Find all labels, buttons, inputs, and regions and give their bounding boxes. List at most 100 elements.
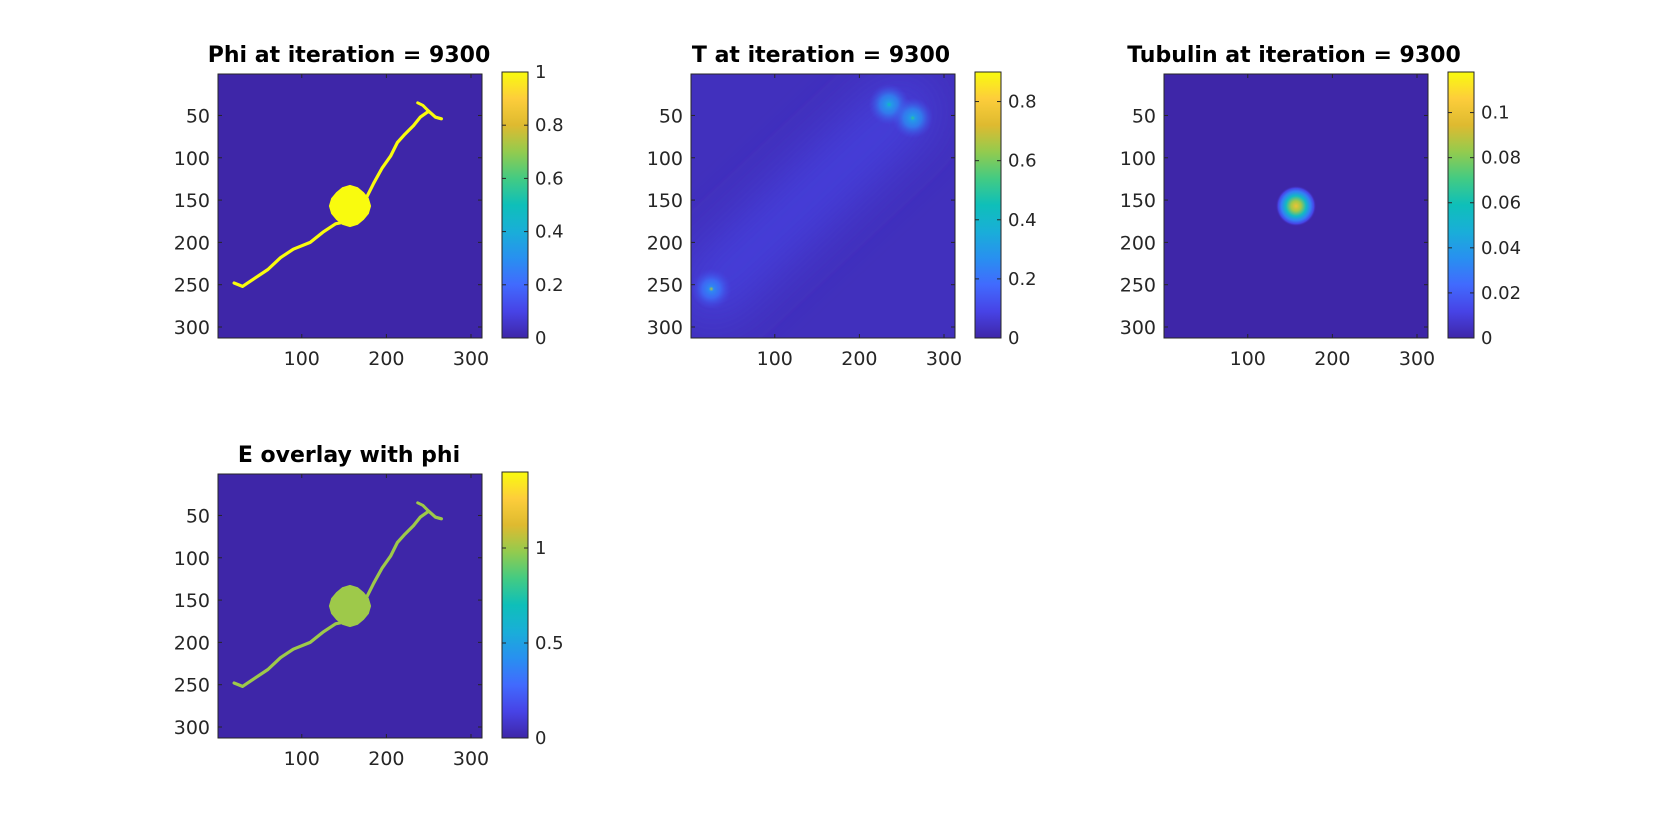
y-tick-label: 50 — [659, 105, 683, 127]
colorbar-tick-label: 0.02 — [1481, 283, 1521, 304]
y-tick-label: 300 — [174, 317, 210, 339]
colorbar-tick-label: 0.08 — [1481, 148, 1521, 169]
colorbar-tick-label: 1 — [535, 62, 546, 83]
y-tick-label: 250 — [647, 275, 683, 297]
y-tick-label: 300 — [647, 317, 683, 339]
x-tick-label: 100 — [284, 348, 320, 370]
panel-t: T at iteration = 9300 100 200 300 50 100 150… — [647, 43, 1037, 370]
colorbar-box — [1447, 71, 1475, 339]
axes-box — [1163, 73, 1429, 339]
y-tick-label: 100 — [1120, 148, 1156, 170]
heatmap-plot — [217, 473, 483, 739]
x-tick-label: 200 — [368, 748, 404, 770]
x-tick-label: 300 — [1399, 348, 1435, 370]
diffusion-band — [691, 76, 937, 324]
neurite-branch — [416, 101, 431, 113]
axes-box — [217, 73, 483, 339]
colorbar-tick-label: 1 — [535, 538, 546, 559]
panel-e-overlay: E overlay with phi 100 200 300 50 100 150 200… — [174, 443, 564, 770]
y-axis: 50 100 150 200 250 300 — [174, 105, 482, 339]
y-axis: 50 100 150 200 250 300 — [174, 505, 482, 739]
y-axis: 50 100 150 200 250 300 — [647, 105, 955, 339]
colorbar-tick-label: 0.1 — [1481, 103, 1510, 124]
y-tick-label: 300 — [174, 717, 210, 739]
colorbar-tick-label: 0.4 — [1008, 210, 1037, 231]
x-tick-label: 100 — [757, 348, 793, 370]
colorbar: 00.51 — [501, 471, 564, 749]
colorbar-gradient — [1448, 72, 1474, 338]
y-tick-label: 250 — [174, 675, 210, 697]
colorbar-gradient — [975, 72, 1001, 338]
y-tick-label: 250 — [1120, 275, 1156, 297]
colorbar-tick-label: 0 — [535, 728, 546, 749]
colorbar-tick-label: 0.8 — [1008, 92, 1037, 113]
colorbar-tick-label: 0.4 — [535, 222, 564, 243]
x-axis: 100 200 300 — [284, 74, 489, 370]
panel-title: Phi at iteration = 9300 — [208, 43, 491, 68]
heatmap-plot — [690, 73, 956, 339]
x-axis: 100 200 300 — [284, 474, 489, 770]
x-tick-label: 300 — [453, 748, 489, 770]
x-tick-label: 300 — [926, 348, 962, 370]
hotspot — [691, 268, 732, 310]
soma — [328, 584, 372, 628]
colorbar-gradient — [502, 472, 528, 738]
colorbar-tick-label: 0.6 — [535, 168, 564, 189]
y-tick-label: 100 — [174, 548, 210, 570]
y-tick-label: 50 — [1132, 105, 1156, 127]
x-tick-label: 200 — [1314, 348, 1350, 370]
heatmap-plot — [1163, 73, 1429, 339]
colorbar: 0 0.2 0.4 0.6 0.8 1 — [501, 62, 564, 349]
colorbar-tick-label: 0.2 — [535, 275, 564, 296]
y-tick-label: 250 — [174, 275, 210, 297]
x-axis: 100 200 300 — [757, 74, 962, 370]
y-axis: 50 100 150 200 250 300 — [1120, 105, 1428, 339]
y-tick-label: 150 — [647, 190, 683, 212]
y-tick-label: 200 — [647, 232, 683, 254]
y-tick-label: 200 — [174, 232, 210, 254]
panel-title: E overlay with phi — [238, 443, 460, 468]
panel-title: Tubulin at iteration = 9300 — [1127, 43, 1461, 68]
colorbar-tick-label: 0.2 — [1008, 269, 1037, 290]
y-tick-label: 150 — [1120, 190, 1156, 212]
y-tick-label: 100 — [647, 148, 683, 170]
colorbar: 0 0.02 0.04 0.06 0.08 0.1 — [1447, 71, 1521, 349]
colorbar-tick-label: 0.04 — [1481, 238, 1521, 259]
x-tick-label: 200 — [368, 348, 404, 370]
panel-tubulin: Tubulin at iteration = 9300 100 200 300 50… — [1120, 43, 1521, 370]
colorbar-tick-label: 0.5 — [535, 633, 564, 654]
colorbar-tick-label: 0.06 — [1481, 193, 1521, 214]
colorbar: 0 0.2 0.4 0.6 0.8 — [974, 71, 1037, 349]
y-tick-label: 50 — [186, 505, 210, 527]
y-tick-label: 50 — [186, 105, 210, 127]
colorbar-tick-label: 0.8 — [535, 115, 564, 136]
colorbar-gradient — [502, 72, 528, 338]
colorbar-tick-label: 0 — [1008, 328, 1019, 349]
x-axis: 100 200 300 — [1230, 74, 1435, 370]
x-tick-label: 200 — [841, 348, 877, 370]
y-tick-label: 300 — [1120, 317, 1156, 339]
colorbar-box — [501, 471, 529, 739]
x-tick-label: 100 — [1230, 348, 1266, 370]
panel-phi: Phi at iteration = 9300 100 200 300 501001… — [174, 43, 564, 370]
neurite-branch — [416, 501, 431, 513]
hotspot — [892, 97, 933, 139]
heatmap-plot — [217, 73, 483, 339]
y-tick-label: 100 — [174, 148, 210, 170]
colorbar-tick-label: 0 — [1481, 328, 1492, 349]
y-tick-label: 150 — [174, 590, 210, 612]
colorbar-box — [974, 71, 1002, 339]
soma — [328, 184, 372, 228]
panel-title: T at iteration = 9300 — [692, 43, 950, 68]
colorbar-box — [501, 71, 529, 339]
x-tick-label: 300 — [453, 348, 489, 370]
tubulin-blob — [1275, 185, 1317, 227]
x-tick-label: 100 — [284, 748, 320, 770]
y-tick-label: 150 — [174, 190, 210, 212]
y-tick-label: 200 — [174, 632, 210, 654]
axes-box — [217, 473, 483, 739]
colorbar-tick-label: 0.6 — [1008, 151, 1037, 172]
axes-box — [690, 73, 956, 339]
colorbar-tick-label: 0 — [535, 328, 546, 349]
